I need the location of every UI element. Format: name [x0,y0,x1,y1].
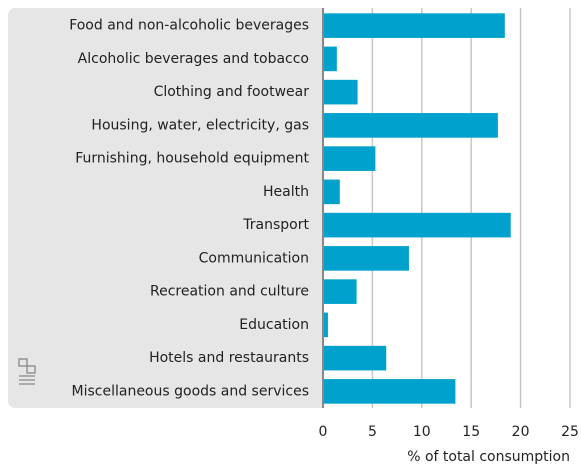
y-tick-label: Transport [242,217,309,233]
y-tick-label: Clothing and footwear [154,84,310,100]
x-tick-label: 5 [368,424,377,440]
y-tick-label: Communication [199,250,309,266]
bar [323,312,328,338]
logo [18,358,36,385]
bar [323,113,498,138]
x-tick-label: 25 [561,424,579,440]
y-tick-label: Education [239,317,309,333]
bar [323,146,376,171]
y-tick-label: Alcoholic beverages and tobacco [78,51,309,67]
y-tick-label: Housing, water, electricity, gas [91,117,309,133]
bar [323,345,387,371]
y-tick-label: Hotels and restaurants [149,350,309,366]
y-tick-label: Health [263,184,309,200]
y-tick-label: Recreation and culture [150,284,309,300]
x-tick-label: 20 [512,424,530,440]
x-tick-label: 10 [413,424,431,440]
bar [323,179,340,205]
y-tick-label: Food and non-alcoholic beverages [69,18,309,34]
y-tick-label: Furnishing, household equipment [75,151,309,167]
x-tick-label: 0 [319,424,328,440]
bar [323,379,456,404]
y-tick-label: Miscellaneous goods and services [72,383,309,399]
x-axis-label: % of total consumption [407,449,570,465]
bar [323,13,505,38]
bar [323,212,511,238]
bar [323,279,357,304]
x-tick-label: 15 [462,424,480,440]
bar [323,246,409,271]
bar [323,46,337,72]
bar [323,79,358,105]
label-panel [8,8,322,408]
